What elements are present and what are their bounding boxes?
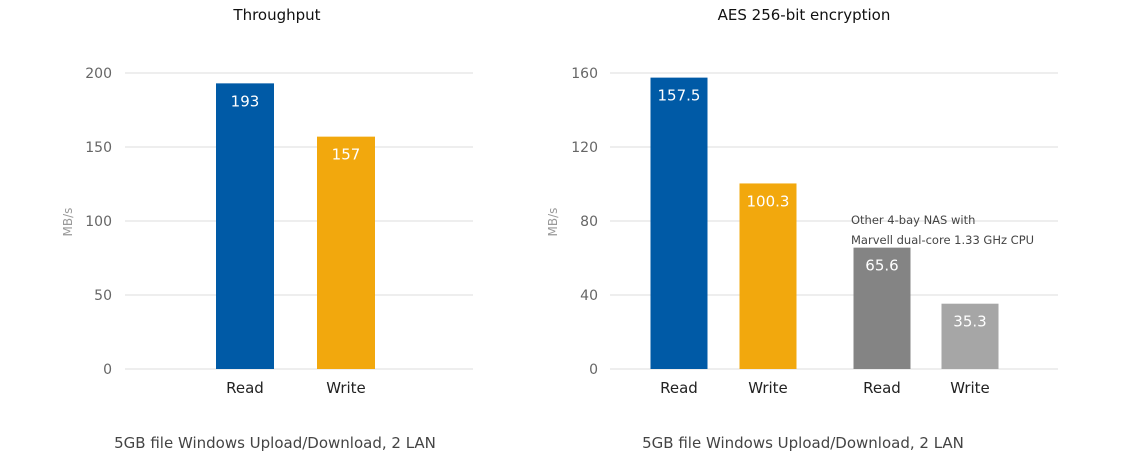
chart1-bar-value-label: 35.3: [953, 313, 986, 331]
chart1-bar: [941, 303, 999, 369]
chart0-category-label: Read: [226, 379, 264, 397]
chart1-bar: [739, 183, 797, 369]
chart1-y-axis-label: MB/s: [546, 208, 560, 237]
chart0-y-tick-label: 200: [85, 66, 112, 82]
chart0-bar: [317, 136, 375, 369]
chart1-annotation: Other 4-bay NAS with: [851, 213, 975, 227]
chart0-y-tick-label: 100: [85, 214, 112, 230]
chart1-category-label: Write: [950, 379, 990, 397]
chart1-y-tick-label: 80: [580, 214, 598, 230]
chart0-title: Throughput: [232, 6, 320, 24]
chart0-y-axis-label: MB/s: [61, 208, 75, 237]
chart1-category-label: Read: [660, 379, 698, 397]
chart1-bar-value-label: 65.6: [865, 257, 898, 275]
chart1-y-tick-label: 40: [580, 288, 598, 304]
chart0-bar: [216, 83, 274, 370]
chart0-bar-value-label: 157: [332, 146, 361, 164]
chart1-title: AES 256-bit encryption: [718, 6, 891, 24]
chart1-y-tick-label: 120: [571, 140, 598, 156]
chart0-footer-caption: 5GB file Windows Upload/Download, 2 LAN: [114, 434, 436, 452]
chart0-category-label: Write: [326, 379, 366, 397]
chart0-y-tick-label: 0: [103, 362, 112, 378]
chart1-bar: [650, 77, 708, 369]
chart1-category-label: Read: [863, 379, 901, 397]
chart0-y-tick-label: 50: [94, 288, 112, 304]
chart1-category-label: Write: [748, 379, 788, 397]
chart1-annotation: Marvell dual-core 1.33 GHz CPU: [851, 233, 1034, 247]
chart1-y-tick-label: 160: [571, 66, 598, 82]
chart1-bar-value-label: 100.3: [747, 192, 790, 210]
chart1-footer-caption: 5GB file Windows Upload/Download, 2 LAN: [642, 434, 964, 452]
chart0-y-tick-label: 150: [85, 140, 112, 156]
chart1-bar: [853, 247, 911, 369]
chart0-bar-value-label: 193: [231, 92, 260, 110]
chart1-bar-value-label: 157.5: [658, 87, 701, 105]
chart1-y-tick-label: 0: [589, 362, 598, 378]
